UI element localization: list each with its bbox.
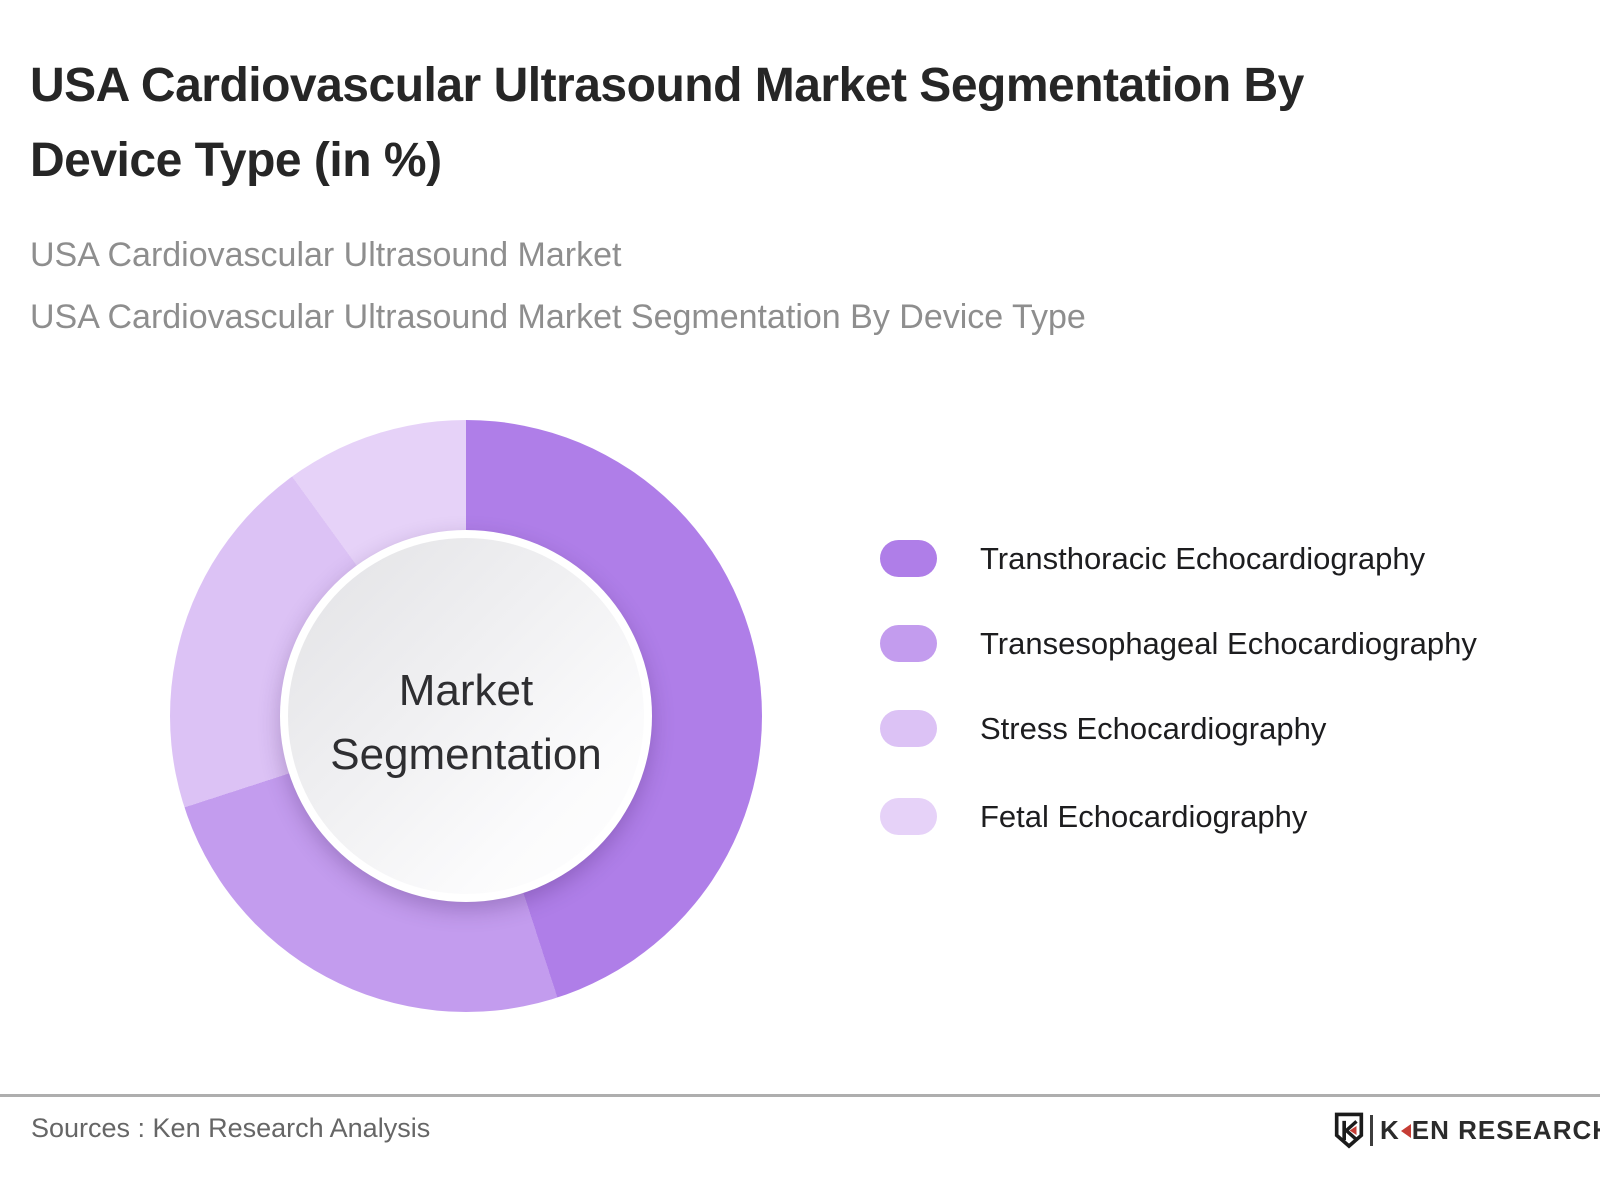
sources-note: Sources : Ken Research Analysis xyxy=(31,1113,431,1143)
donut-center-label-line1: Market xyxy=(398,666,534,715)
page-title-line1: USA Cardiovascular Ultrasound Market Seg… xyxy=(30,59,1304,112)
legend-swatch-transthoracic xyxy=(880,540,937,577)
legend-swatch-transesophageal xyxy=(880,625,937,662)
legend-label-transesophageal: Transesophageal Echocardiography xyxy=(980,625,1477,661)
legend-item-transthoracic: Transthoracic Echocardiography xyxy=(880,540,1477,577)
red-triangle-icon xyxy=(1349,1125,1357,1135)
ken-research-logo: K EN RESEARCH xyxy=(1334,1110,1600,1150)
legend-item-transesophageal: Transesophageal Echocardiography xyxy=(880,625,1477,662)
logo-separator xyxy=(1370,1114,1373,1146)
legend-label-fetal: Fetal Echocardiography xyxy=(980,798,1308,834)
donut-center-gradient: Market Segmentation xyxy=(288,538,644,894)
legend-item-fetal: Fetal Echocardiography xyxy=(880,798,1477,835)
logo-text-k: K xyxy=(1380,1114,1400,1145)
red-triangle-icon xyxy=(1400,1124,1411,1138)
logo-text-rest: EN RESEARCH xyxy=(1411,1114,1600,1145)
ken-research-shield-k-icon xyxy=(1334,1112,1364,1148)
legend-item-stress: Stress Echocardiography xyxy=(880,710,1477,747)
footer-divider xyxy=(0,1094,1600,1097)
legend-label-transthoracic: Transthoracic Echocardiography xyxy=(980,540,1426,576)
donut-center-circle: Market Segmentation xyxy=(280,530,652,902)
chart-legend: Transthoracic Echocardiography Transesop… xyxy=(880,540,1477,883)
page-title-line2: Device Type (in %) xyxy=(30,134,442,187)
donut-center-label-line2: Segmentation xyxy=(330,730,602,779)
page-title: USA Cardiovascular Ultrasound Market Seg… xyxy=(30,48,1304,198)
subtitle-market: USA Cardiovascular Ultrasound Market xyxy=(30,236,622,274)
legend-swatch-stress xyxy=(880,710,937,747)
subtitle-segmentation: USA Cardiovascular Ultrasound Market Seg… xyxy=(30,298,1086,336)
legend-label-stress: Stress Echocardiography xyxy=(980,710,1327,746)
logo-wordmark: K EN RESEARCH xyxy=(1380,1115,1600,1146)
donut-chart: Market Segmentation xyxy=(170,420,762,1012)
legend-swatch-fetal xyxy=(880,798,937,835)
